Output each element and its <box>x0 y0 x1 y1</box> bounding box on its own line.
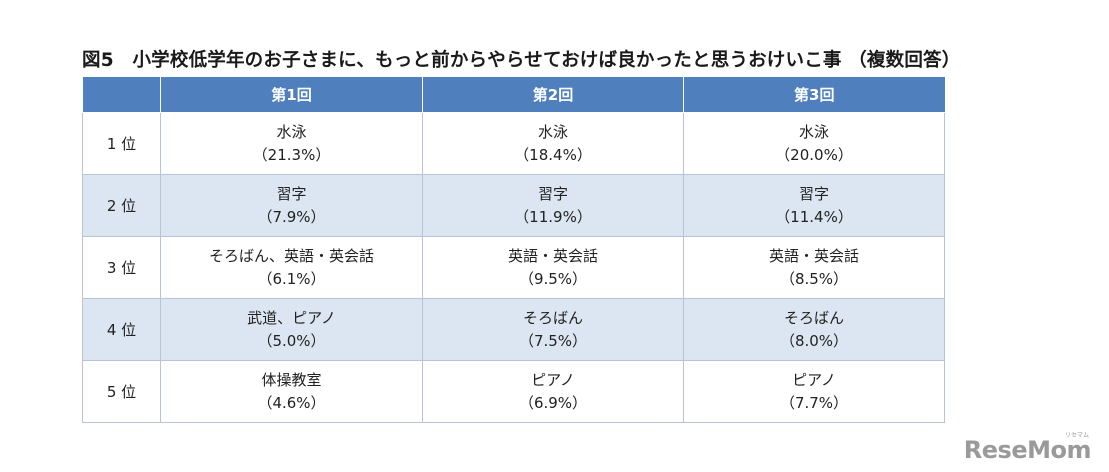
cell-percentage-label: （6.9%） <box>518 393 588 412</box>
table-row: 4 位 武道、ピアノ （5.0%） そろばん （7.5%） そろばん （8.0%） <box>82 298 945 361</box>
cell-percentage-label: （8.5%） <box>779 269 849 288</box>
table-cell: そろばん、英語・英会話 （6.1%） <box>160 236 423 299</box>
table-cell: 英語・英会話 （9.5%） <box>422 236 684 299</box>
cell-percentage-label: （7.5%） <box>518 331 588 350</box>
table-cell: ピアノ （7.7%） <box>683 360 945 423</box>
rank-label: 5 位 <box>82 360 161 423</box>
cell-percentage-label: （7.9%） <box>257 207 326 226</box>
cell-item-label: 英語・英会話 <box>768 246 859 265</box>
cell-item-label: 習字 <box>798 184 829 203</box>
cell-item-label: ピアノ <box>531 370 575 389</box>
table-cell: 武道、ピアノ （5.0%） <box>160 298 423 361</box>
table-cell: 習字 （11.9%） <box>422 174 684 237</box>
ranking-table: 第1回 第2回 第3回 1 位 水泳 （21.3%） 水泳 （18.4%） 水泳 （20.0… <box>82 77 945 423</box>
cell-percentage-label: （5.0%） <box>257 331 326 350</box>
cell-percentage-label: （18.4%） <box>514 145 592 164</box>
logo-text: ReseMom <box>963 436 1092 464</box>
chart-title: 図5 小学校低学年のお子さまに、もっと前からやらせておけば良かったと思うおけいこ… <box>82 50 961 71</box>
cell-item-label: 水泳 <box>276 122 307 141</box>
table-cell: 水泳 （21.3%） <box>160 112 423 175</box>
rank-label: 4 位 <box>82 298 161 361</box>
logo-subtext: リセマム <box>1064 432 1089 439</box>
cell-item-label: 水泳 <box>798 122 829 141</box>
cell-percentage-label: （21.3%） <box>252 145 331 164</box>
table-row: 3 位 そろばん、英語・英会話 （6.1%） 英語・英会話 （9.5%） 英語・英会話 （8… <box>82 236 945 299</box>
cell-percentage-label: （9.5%） <box>518 269 588 288</box>
column-header-round-3: 第3回 <box>683 77 945 113</box>
cell-item-label: 体操教室 <box>261 370 322 389</box>
table-cell: 体操教室 （4.6%） <box>160 360 423 423</box>
table-cell: ピアノ （6.9%） <box>422 360 684 423</box>
rank-label: 3 位 <box>82 236 161 299</box>
column-header-round-1: 第1回 <box>160 77 423 113</box>
cell-item-label: 水泳 <box>537 122 568 141</box>
cell-item-label: 習字 <box>276 184 307 203</box>
resemom-logo: ReseMom リセマム <box>963 432 1092 464</box>
column-header-round-2: 第2回 <box>422 77 684 113</box>
table-row: 5 位 体操教室 （4.6%） ピアノ （6.9%） ピアノ （7.7%） <box>82 360 945 423</box>
cell-item-label: 武道、ピアノ <box>247 308 336 327</box>
table-cell: そろばん （7.5%） <box>422 298 684 361</box>
cell-percentage-label: （8.0%） <box>779 331 849 350</box>
column-header-rank <box>82 77 161 113</box>
cell-percentage-label: （7.7%） <box>779 393 849 412</box>
cell-item-label: ピアノ <box>792 370 836 389</box>
table-cell: 水泳 （20.0%） <box>683 112 945 175</box>
cell-percentage-label: （11.9%） <box>514 207 592 226</box>
cell-item-label: そろばん <box>783 308 844 327</box>
table-header-row: 第1回 第2回 第3回 <box>82 77 945 113</box>
cell-item-label: 習字 <box>537 184 568 203</box>
cell-percentage-label: （6.1%） <box>257 269 326 288</box>
table-cell: 習字 （11.4%） <box>683 174 945 237</box>
table-cell: 水泳 （18.4%） <box>422 112 684 175</box>
cell-item-label: そろばん、英語・英会話 <box>208 246 374 265</box>
rank-label: 1 位 <box>82 112 161 175</box>
table-cell: そろばん （8.0%） <box>683 298 945 361</box>
cell-item-label: そろばん <box>522 308 583 327</box>
cell-percentage-label: （4.6%） <box>257 393 326 412</box>
table-body: 1 位 水泳 （21.3%） 水泳 （18.4%） 水泳 （20.0%） 2 位 習字 （7.9%… <box>82 112 945 423</box>
table-cell: 習字 （7.9%） <box>160 174 423 237</box>
cell-item-label: 英語・英会話 <box>507 246 598 265</box>
rank-label: 2 位 <box>82 174 161 237</box>
table-row: 1 位 水泳 （21.3%） 水泳 （18.4%） 水泳 （20.0%） <box>82 112 945 175</box>
table-cell: 英語・英会話 （8.5%） <box>683 236 945 299</box>
cell-percentage-label: （20.0%） <box>775 145 853 164</box>
cell-percentage-label: （11.4%） <box>775 207 853 226</box>
table-row: 2 位 習字 （7.9%） 習字 （11.9%） 習字 （11.4%） <box>82 174 945 237</box>
